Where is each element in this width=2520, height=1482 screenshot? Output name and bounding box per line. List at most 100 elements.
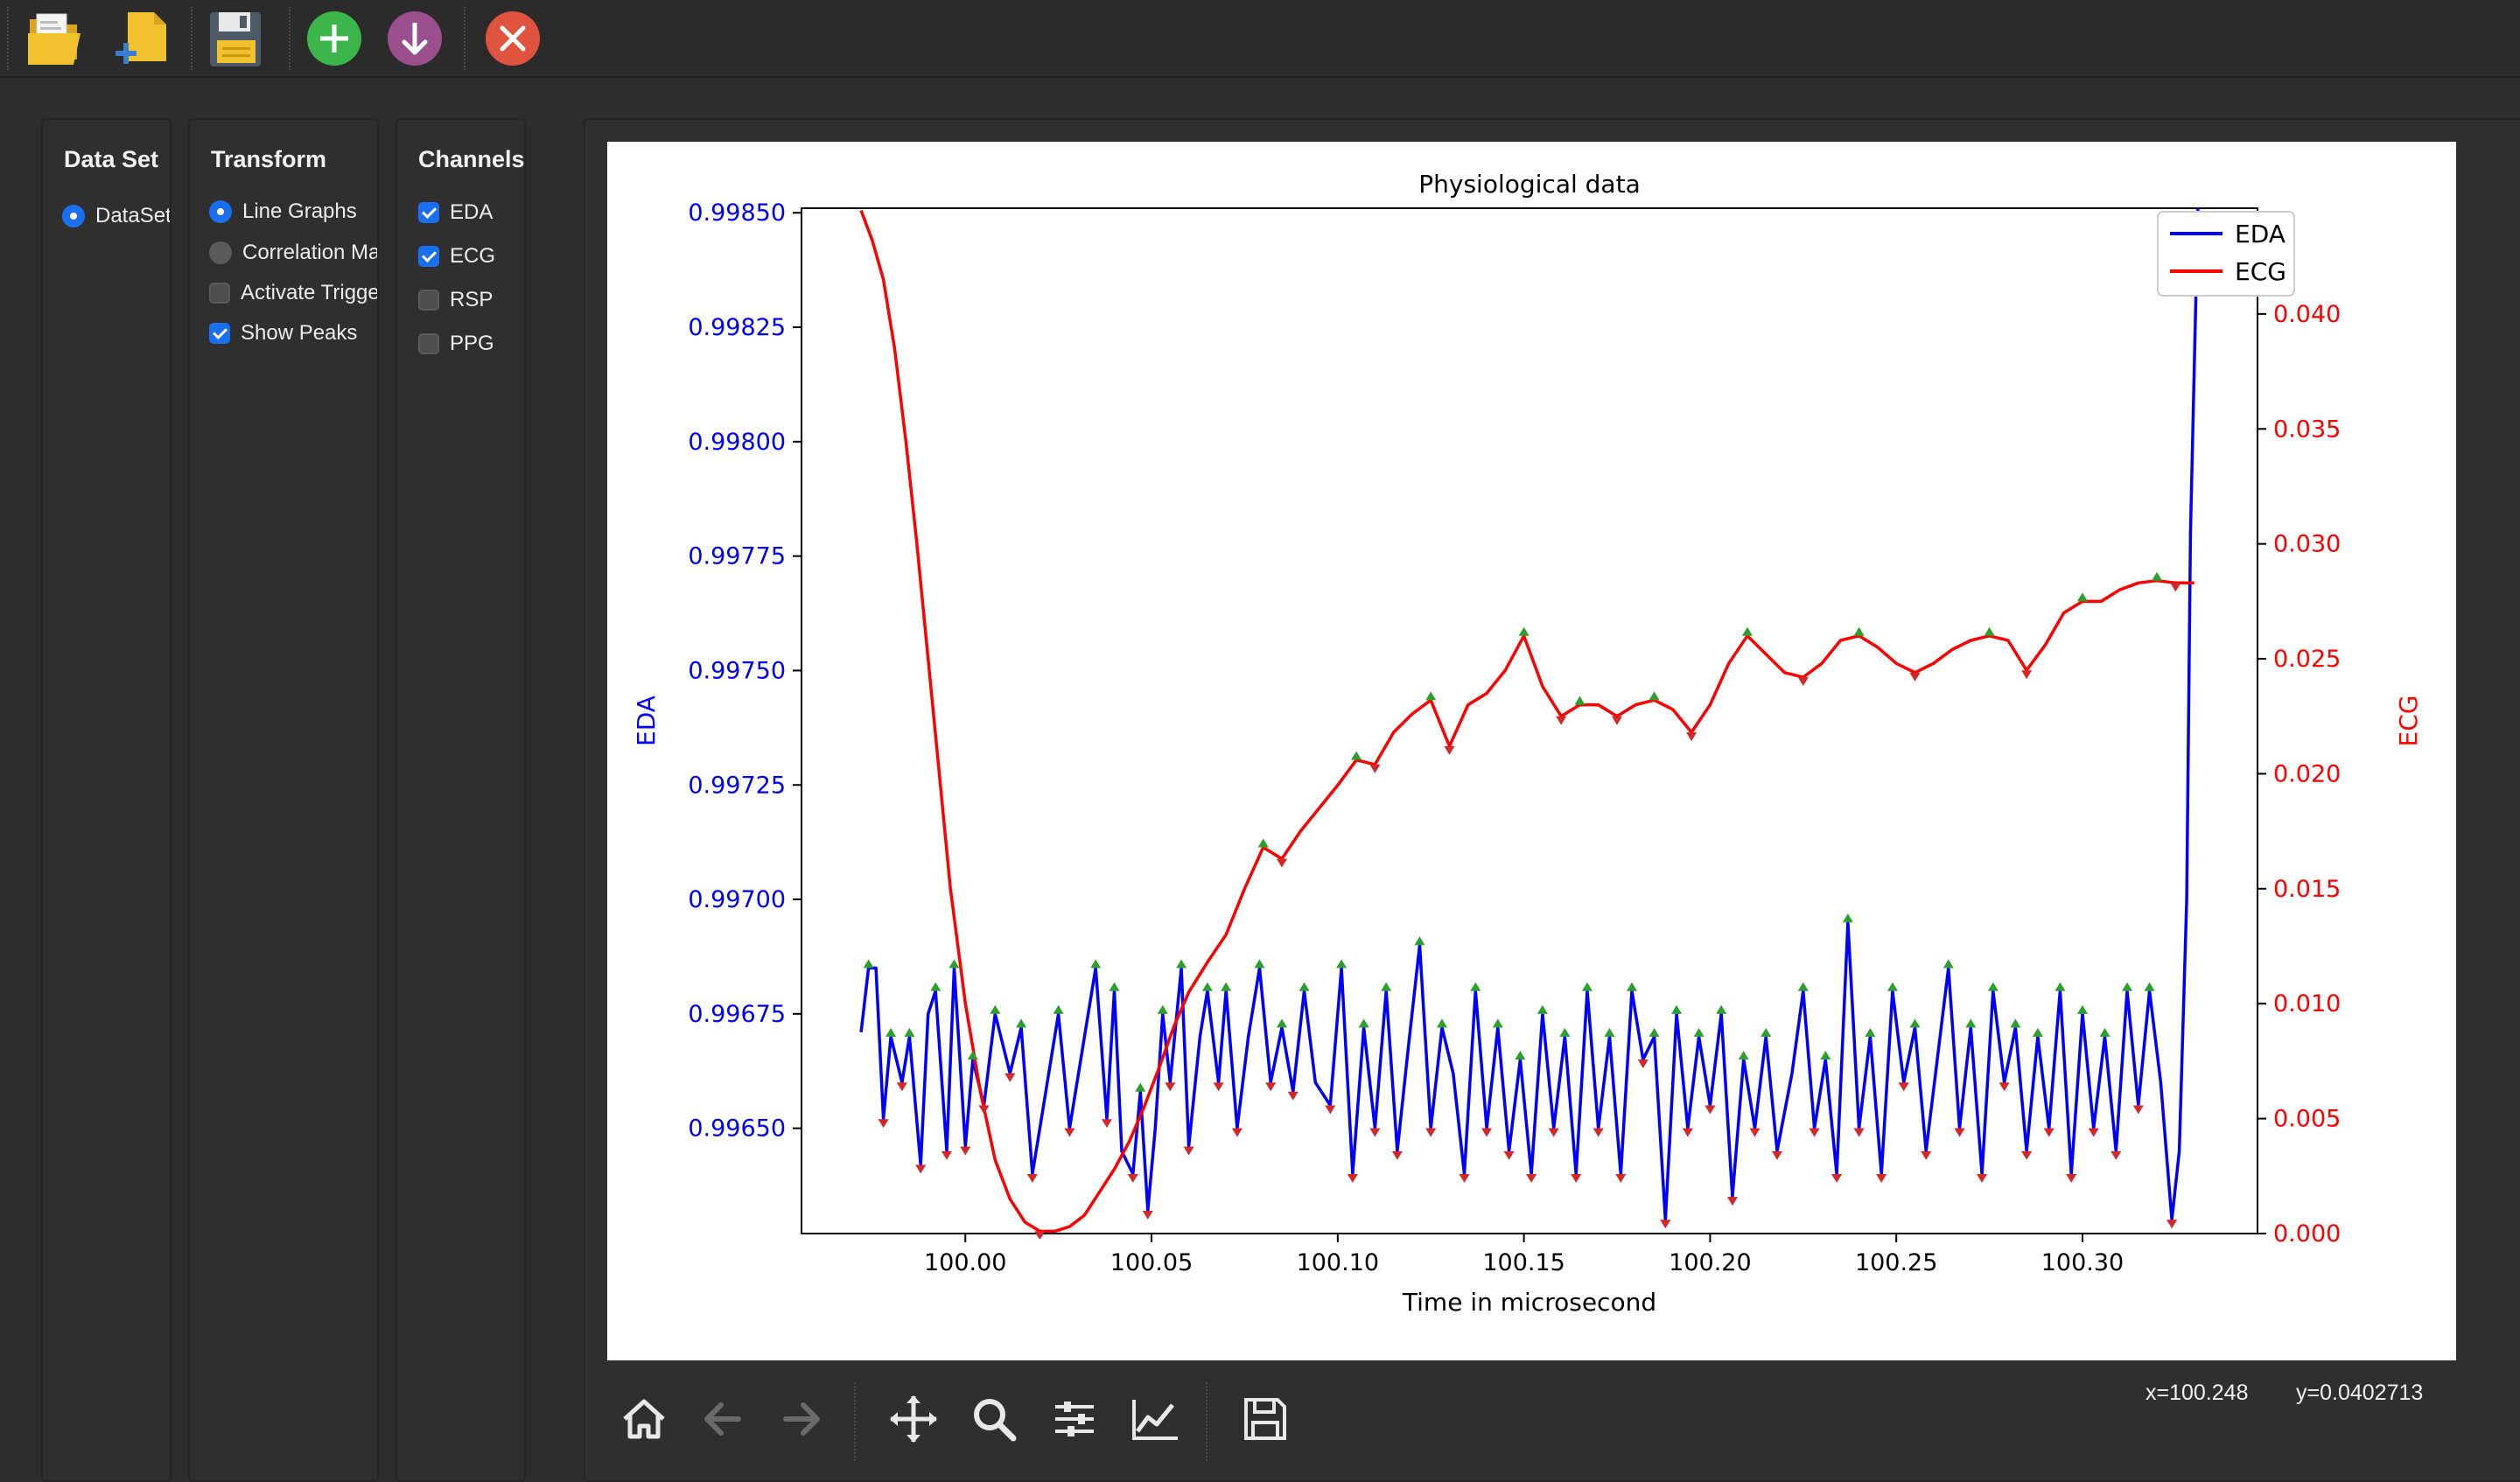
channels-panel-title: Channels — [418, 146, 525, 172]
show-peaks-checkbox[interactable]: Show Peaks — [209, 318, 357, 349]
trough-marker — [2066, 1173, 2077, 1183]
trough-marker — [1977, 1173, 1988, 1183]
activate-trigger-checkbox[interactable]: Activate Trigger — [209, 277, 377, 309]
peak-marker — [2010, 1018, 2021, 1028]
trough-marker — [1954, 1128, 1965, 1137]
correlation-matrix-label: Correlation Matrix — [242, 241, 377, 264]
peak-marker — [2032, 1028, 2043, 1038]
y-axis-left-label: EDA — [632, 696, 661, 746]
peak-marker — [1760, 1028, 1772, 1038]
show-peaks-label: Show Peaks — [241, 321, 358, 345]
y-right-tick-label: 0.010 — [2273, 990, 2341, 1017]
x-tick-label: 100.10 — [1297, 1249, 1379, 1276]
open-file-button[interactable] — [23, 7, 89, 70]
peak-marker — [1016, 1018, 1027, 1028]
save-figure-button[interactable] — [1237, 1391, 1293, 1447]
trough-marker — [1391, 1150, 1403, 1160]
series-line-ecg — [859, 209, 2194, 1234]
trough-marker — [1481, 1128, 1493, 1137]
trough-marker — [1909, 672, 1921, 682]
toolbar-separator — [7, 7, 9, 70]
trough-marker — [1749, 1128, 1760, 1137]
dataset-radio[interactable]: DataSet — [62, 200, 170, 232]
pan-button[interactable] — [886, 1391, 942, 1447]
y-left-tick-label: 0.99775 — [688, 543, 786, 570]
checkbox-icon — [418, 290, 439, 311]
edit-axis-button[interactable] — [1127, 1391, 1183, 1447]
back-button[interactable] — [695, 1391, 751, 1447]
channel-ppg-checkbox[interactable]: PPG — [418, 328, 494, 360]
y-right-tick-label: 0.020 — [2273, 760, 2341, 787]
magnifier-icon — [974, 1399, 1017, 1442]
floppy-disk-icon — [210, 12, 261, 66]
peak-marker — [1909, 1018, 1921, 1028]
new-file-button[interactable] — [108, 7, 175, 70]
peak-marker — [1135, 1082, 1146, 1092]
plus-circle-icon — [307, 11, 361, 66]
trough-marker — [1637, 1059, 1648, 1069]
trough-marker — [1101, 1119, 1112, 1129]
trough-marker — [1127, 1173, 1138, 1183]
channel-eda-label: EDA — [450, 200, 494, 224]
peak-marker — [2054, 982, 2066, 991]
checkbox-icon — [418, 333, 439, 354]
x-tick-label: 100.00 — [924, 1249, 1006, 1276]
zoom-button[interactable] — [966, 1391, 1022, 1447]
peak-marker — [2122, 982, 2133, 991]
save-button[interactable] — [203, 7, 270, 70]
peak-marker — [1492, 1018, 1503, 1028]
download-button[interactable] — [382, 7, 448, 70]
trough-marker — [878, 1119, 889, 1129]
y-right-tick-label: 0.025 — [2273, 646, 2341, 673]
arrow-left-icon — [704, 1402, 741, 1436]
trough-marker — [1556, 716, 1567, 725]
add-button[interactable] — [301, 7, 368, 70]
line-graphs-radio[interactable]: Line Graphs — [209, 196, 357, 227]
chart-title: Physiological data — [1418, 170, 1640, 199]
trough-marker — [1503, 1150, 1515, 1160]
trough-marker — [1615, 1173, 1627, 1183]
trough-marker — [1165, 1082, 1176, 1092]
configure-subplots-button[interactable] — [1046, 1391, 1102, 1447]
trough-marker — [2021, 670, 2033, 680]
trough-marker — [1660, 1220, 1671, 1229]
close-button[interactable] — [480, 7, 546, 70]
peak-marker — [1221, 982, 1232, 991]
figure-canvas[interactable]: Physiological data Time in microsecond E… — [607, 142, 2456, 1360]
y-right-tick-label: 0.040 — [2273, 301, 2341, 328]
correlation-matrix-radio[interactable]: Correlation Matrix — [209, 237, 377, 269]
y-left-tick-label: 0.99750 — [688, 657, 786, 684]
peak-marker — [1886, 982, 1898, 991]
legend-eda-label: EDA — [2235, 220, 2286, 248]
peak-marker — [1738, 1051, 1749, 1060]
trough-marker — [1287, 1091, 1298, 1101]
line-chart-icon — [1132, 1400, 1178, 1440]
peak-marker — [2152, 571, 2163, 581]
peak-marker — [1257, 838, 1269, 848]
peak-marker — [1425, 691, 1437, 701]
channel-ecg-checkbox[interactable]: ECG — [418, 241, 495, 272]
trough-marker — [1921, 1150, 1932, 1160]
peak-marker — [1865, 1028, 1876, 1038]
channel-ppg-label: PPG — [450, 332, 494, 355]
peak-marker — [930, 982, 942, 991]
forward-button[interactable] — [774, 1391, 830, 1447]
peak-marker — [1201, 982, 1213, 991]
peak-marker — [1797, 982, 1809, 991]
peak-marker — [1716, 1004, 1727, 1014]
home-button[interactable] — [616, 1391, 672, 1447]
cursor-y-readout: y=0.0402713 — [2296, 1381, 2424, 1405]
peak-marker — [1515, 1051, 1526, 1060]
trough-marker — [960, 1146, 971, 1156]
trough-marker — [1004, 1073, 1016, 1082]
y-left-tick-label: 0.99850 — [688, 199, 786, 227]
trough-marker — [1231, 1128, 1242, 1137]
channel-eda-checkbox[interactable]: EDA — [418, 197, 493, 228]
y-left-tick-label: 0.99725 — [688, 772, 786, 799]
trough-marker — [1592, 1128, 1604, 1137]
toolbar-separator — [289, 7, 290, 70]
channel-rsp-checkbox[interactable]: RSP — [418, 284, 493, 316]
toolbar-separator — [1206, 1382, 1208, 1461]
home-icon — [623, 1399, 665, 1439]
move-icon — [890, 1395, 937, 1443]
